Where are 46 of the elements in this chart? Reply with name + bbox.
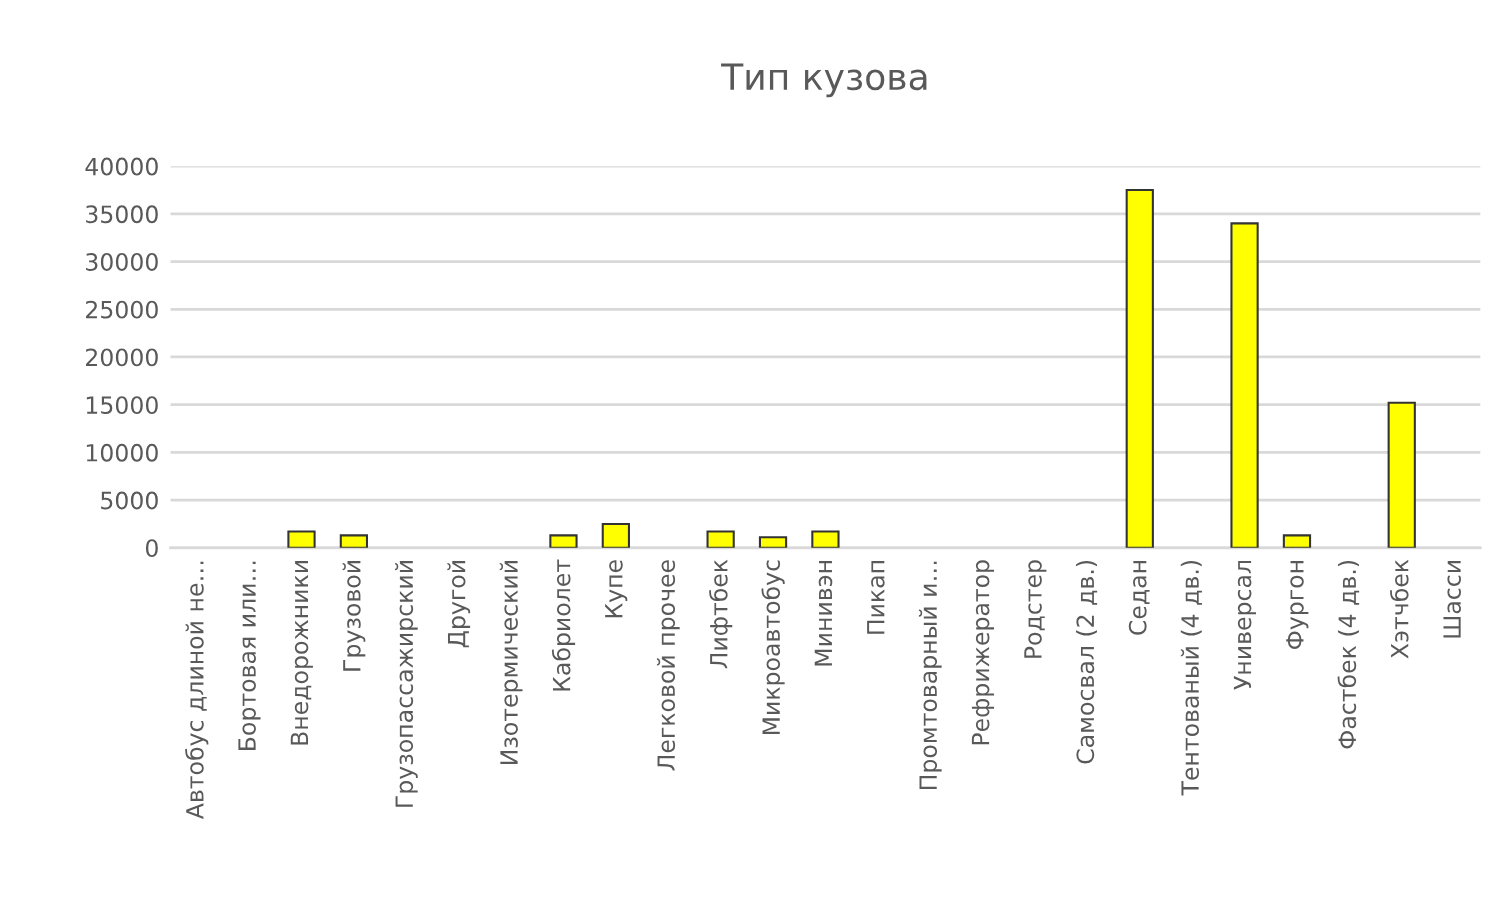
x-tick-label: Другой xyxy=(447,561,471,648)
x-tick-label: Универсал xyxy=(1233,560,1256,690)
x-tick-label: Кабриолет xyxy=(551,559,576,691)
bar xyxy=(1387,401,1416,548)
y-tick-label: 0 xyxy=(145,539,158,558)
x-tick-label: Автобус длиной не… xyxy=(185,561,209,820)
x-tick-label: Бортовая или… xyxy=(238,561,261,750)
x-tick-label: Микроавтобус xyxy=(761,560,785,735)
bar xyxy=(758,536,788,548)
x-tick-label: Изотермический xyxy=(499,561,523,765)
y-tick-label: 20000 xyxy=(86,348,158,367)
x-tick-label: Шасси xyxy=(1443,561,1461,638)
bar xyxy=(1230,222,1259,548)
x-tick-label: Купе xyxy=(605,560,628,618)
x-tick-label: Пикап xyxy=(867,561,885,634)
x-tick-label: Фургон xyxy=(1286,561,1309,650)
x-tick-label: Самосвал (2 дв.) xyxy=(1075,560,1098,764)
bar xyxy=(339,534,369,548)
x-tick-label: Родстер xyxy=(1024,560,1047,658)
y-tick-label: 40000 xyxy=(85,157,158,176)
bar xyxy=(706,530,735,548)
chart-title: Тип кузова xyxy=(721,63,927,98)
y-tick-label: 30000 xyxy=(86,253,158,271)
x-tick-label: Минивэн xyxy=(814,561,833,666)
x-tick-label: Рефрижератор xyxy=(971,560,995,745)
x-tick-label: Лифтбек xyxy=(709,559,733,669)
y-tick-label: 35000 xyxy=(86,205,158,224)
x-tick-label: Грузопассажирский xyxy=(394,561,418,807)
y-tick-label: 15000 xyxy=(86,396,158,414)
bar xyxy=(1125,188,1154,548)
x-tick-label: Хэтчбек xyxy=(1389,559,1409,659)
bar xyxy=(549,534,578,548)
y-tick-label: 10000 xyxy=(86,443,158,462)
x-tick-label: Седан xyxy=(1128,561,1150,635)
bar xyxy=(811,530,840,548)
y-tick-label: 25000 xyxy=(86,300,158,319)
x-tick-label: Тентованый (4 дв.) xyxy=(1180,560,1202,796)
x-tick-label: Внедорожники xyxy=(290,561,313,745)
x-tick-label: Грузовой xyxy=(342,561,366,671)
y-tick-label: 5000 xyxy=(101,491,158,510)
bar xyxy=(287,530,316,548)
bar xyxy=(601,522,630,548)
x-tick-label: Легковой прочее xyxy=(656,560,680,771)
x-tick-label: Фастбек (4 дв.) xyxy=(1337,560,1360,749)
bar xyxy=(1282,534,1312,548)
x-tick-label: Промтоварный и… xyxy=(918,561,942,790)
